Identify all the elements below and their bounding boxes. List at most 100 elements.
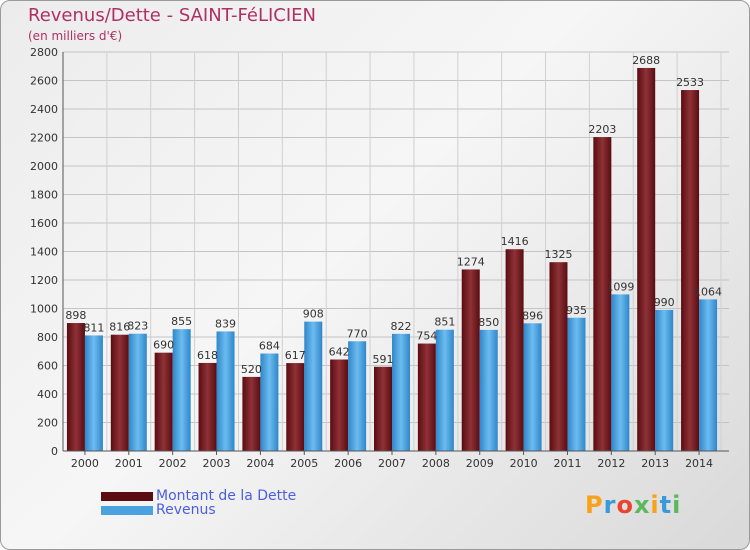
data-label: 770 [347, 327, 368, 340]
x-tick-label: 2011 [553, 457, 581, 470]
x-tick-label: 2012 [597, 457, 625, 470]
x-tick-label: 2003 [203, 457, 231, 470]
y-tick-label: 2600 [30, 75, 58, 88]
bar-revenus [523, 323, 542, 451]
bar-dette [637, 67, 656, 452]
y-tick-label: 1200 [30, 274, 58, 287]
data-label: 823 [127, 320, 148, 333]
bar-dette [505, 249, 524, 451]
bar-revenus [84, 335, 103, 451]
data-label: 1274 [457, 255, 485, 268]
bar-revenus [611, 294, 630, 451]
bar-dette [549, 262, 568, 451]
chart-subtitle: (en milliers d'€) [28, 29, 123, 43]
legend-label-revenus: Revenus [156, 502, 216, 518]
data-label: 2533 [676, 76, 704, 89]
x-tick-label: 2014 [685, 457, 713, 470]
data-label: 850 [478, 316, 499, 329]
x-tick-label: 2010 [510, 457, 538, 470]
bar-revenus [699, 299, 718, 451]
bar-dette [417, 343, 436, 451]
x-tick-label: 2002 [159, 457, 187, 470]
bar-revenus [216, 331, 235, 451]
data-label: 908 [303, 308, 324, 321]
legend-swatch-debt [101, 491, 153, 501]
data-label: 520 [241, 363, 262, 376]
data-label: 990 [654, 296, 675, 309]
legend-item-debt: Montant de la Dette [101, 488, 297, 504]
proxiti-logo: Proxiti [585, 491, 681, 519]
data-label: 898 [65, 309, 86, 322]
bar-dette [154, 352, 173, 451]
y-tick-label: 400 [37, 388, 58, 401]
bar-revenus [392, 333, 410, 451]
bar-revenus [128, 333, 147, 451]
bar-dette [681, 90, 700, 452]
bar-dette [110, 334, 129, 451]
bar-dette [374, 366, 392, 451]
y-tick-label: 1000 [30, 303, 58, 316]
bar-revenus [304, 321, 323, 451]
bar-dette [66, 323, 85, 451]
x-tick-label: 2013 [641, 457, 669, 470]
data-label: 642 [329, 346, 350, 359]
y-tick-label: 1800 [30, 189, 58, 202]
bar-revenus [567, 317, 586, 451]
data-label: 617 [285, 349, 306, 362]
legend-label-debt: Montant de la Dette [156, 488, 297, 504]
data-label: 816 [109, 321, 130, 334]
bar-revenus [172, 329, 191, 451]
logo-letter: t [659, 491, 673, 519]
data-label: 690 [153, 339, 174, 352]
data-label: 2688 [632, 54, 660, 67]
x-tick-label: 2000 [71, 457, 99, 470]
y-tick-label: 1400 [30, 246, 58, 259]
data-label: 896 [522, 309, 543, 322]
y-tick-label: 2200 [30, 132, 58, 145]
data-label: 839 [215, 317, 236, 330]
data-label: 591 [373, 353, 394, 366]
chart-title: Revenus/Dette - SAINT-FéLICIEN [28, 5, 316, 26]
bar-dette [593, 137, 612, 451]
y-tick-label: 2800 [30, 46, 58, 59]
x-tick-label: 2004 [246, 457, 274, 470]
legend-item-revenus: Revenus [101, 502, 216, 518]
logo-letter: r [603, 491, 617, 519]
bar-revenus [655, 309, 674, 451]
data-label: 1064 [694, 285, 722, 298]
bar-dette [198, 362, 217, 451]
bar-revenus [435, 329, 454, 451]
y-tick-label: 200 [37, 417, 58, 430]
y-tick-label: 0 [51, 445, 58, 458]
y-tick-label: 2000 [30, 160, 58, 173]
bar-dette [286, 363, 305, 451]
y-tick-label: 800 [37, 331, 58, 344]
data-label: 851 [434, 316, 455, 329]
data-label: 935 [566, 304, 587, 317]
x-tick-label: 2008 [422, 457, 450, 470]
data-label: 2203 [588, 123, 616, 136]
bar-dette [330, 359, 349, 451]
x-tick-label: 2007 [378, 457, 406, 470]
y-tick-label: 2400 [30, 103, 58, 116]
data-label: 855 [171, 315, 192, 328]
data-label: 811 [83, 321, 104, 334]
bar-revenus [479, 329, 498, 451]
y-tick-label: 1600 [30, 217, 58, 230]
logo-letter: i [650, 491, 660, 519]
data-label: 684 [259, 340, 280, 353]
x-tick-label: 2001 [115, 457, 143, 470]
bar-dette [461, 269, 480, 451]
logo-letter: i [672, 491, 682, 519]
bar-revenus [260, 353, 279, 451]
data-label: 618 [197, 349, 218, 362]
data-label: 1416 [501, 235, 529, 248]
logo-letter: x [633, 491, 651, 519]
data-label: 754 [416, 330, 437, 343]
bar-dette [242, 376, 261, 451]
logo-letter: o [616, 491, 634, 519]
logo-letter: P [585, 491, 604, 519]
data-label: 1325 [544, 248, 572, 261]
